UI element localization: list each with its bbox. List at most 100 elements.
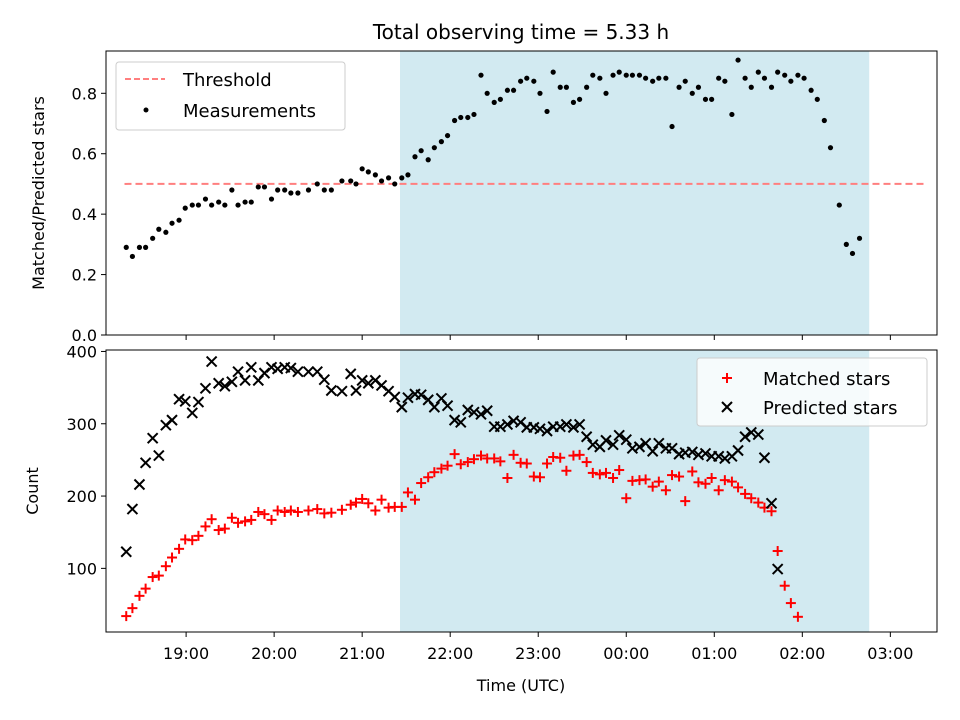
measurement-point [808,87,814,93]
matched-star-point [336,504,347,515]
measurement-point [795,72,801,78]
measurement-point [288,190,294,196]
measurement-point [282,187,288,193]
measurement-point [856,235,863,241]
matched-star-point [226,512,237,523]
predicted-star-point [699,447,712,460]
matched-star-point [581,457,592,468]
matched-star-point [219,523,230,534]
predicted-star-point [285,362,297,374]
matched-star-point [719,475,730,486]
matched-star-point [357,493,368,504]
predicted-star-point [600,434,612,447]
measurement-point [735,57,741,63]
predicted-star-point [126,503,139,515]
predicted-star-point [573,418,586,431]
legend-matched-marker [722,373,732,383]
predicted-star-point [745,426,757,439]
y-tick-label: 0.6 [72,145,97,164]
matched-star-point [174,543,185,554]
matched-star-point [495,456,506,467]
matched-star-point [521,458,532,469]
predicted-star-point [732,444,744,457]
x-tick-label: 02:00 [779,644,825,663]
measurement-point [584,84,590,90]
measurement-point [629,72,636,78]
predicted-star-point [620,433,632,446]
measurement-point [788,78,794,84]
matched-star-point [200,521,211,532]
measurement-point [465,114,471,121]
legend-measurement-marker [143,107,149,113]
predicted-star-point [494,420,507,433]
matched-star-point [766,506,777,517]
matched-star-point [726,476,737,487]
predicted-star-point [739,431,751,443]
predicted-star-point [415,389,427,401]
predicted-star-point [607,439,619,451]
matched-star-point [489,453,500,464]
y-tick-label: 400 [66,342,97,361]
measurement-point [689,90,695,96]
measurement-point [729,111,735,118]
legend-predicted-label: Predicted stars [763,398,897,419]
predicted-star-point [205,355,218,368]
matched-star-point [292,506,303,517]
matched-star-point [121,611,132,622]
measurement-point [782,72,788,78]
legend-measurement-label: Measurements [183,101,316,122]
top-axes-frame [105,50,938,336]
matched-star-point [153,570,164,581]
measurement-point [321,187,327,193]
matched-star-point [779,580,790,591]
matched-star-point [667,470,678,481]
measurement-point [695,84,702,90]
measurement-point [275,187,281,193]
measurement-point [372,172,378,178]
measurement-point [821,117,827,124]
bottom-x-axis-label: Time (UTC) [476,676,565,695]
matched-star-point [555,452,566,463]
matched-star-point [160,561,171,572]
measurement-point [216,199,222,205]
y-tick-label: 0.4 [72,205,97,224]
measurement-point [169,220,175,226]
measurement-point [222,202,228,208]
matched-star-point [312,504,323,515]
measurement-point [836,202,842,208]
matched-star-point [396,501,407,512]
matched-star-point [706,472,717,483]
measurement-point [755,69,761,75]
matched-star-point [574,449,585,460]
predicted-star-point [567,421,580,434]
y-tick-label: 300 [66,415,97,434]
predicted-star-point [173,393,185,405]
measurement-point [716,75,722,81]
measurement-point [682,78,688,84]
predicted-star-point [686,446,698,458]
top-legend-box [115,61,346,131]
measurement-point [242,199,248,205]
legend-matched-label: Matched stars [763,369,890,390]
predicted-star-point [318,373,331,386]
measurement-point [235,202,241,208]
matched-star-point [449,449,460,460]
measurement-point [801,75,807,81]
matched-star-point [700,478,711,489]
measurement-point [136,244,143,250]
predicted-star-point [554,420,566,433]
measurement-point [399,175,405,181]
x-tick-label: 03:00 [867,644,913,663]
measurement-point [328,187,334,193]
measurement-point [643,75,649,81]
matched-star-point [693,477,704,488]
top-panel: 0.00.20.40.60.8 Matched/Predicted stars … [29,50,938,345]
measurement-point [590,72,596,78]
top-shaded-region [400,51,870,335]
predicted-star-point [653,437,665,449]
measurement-point [305,187,312,193]
predicted-star-point [186,407,198,419]
x-tick-label: 22:00 [427,644,473,663]
measurement-point [176,217,182,223]
